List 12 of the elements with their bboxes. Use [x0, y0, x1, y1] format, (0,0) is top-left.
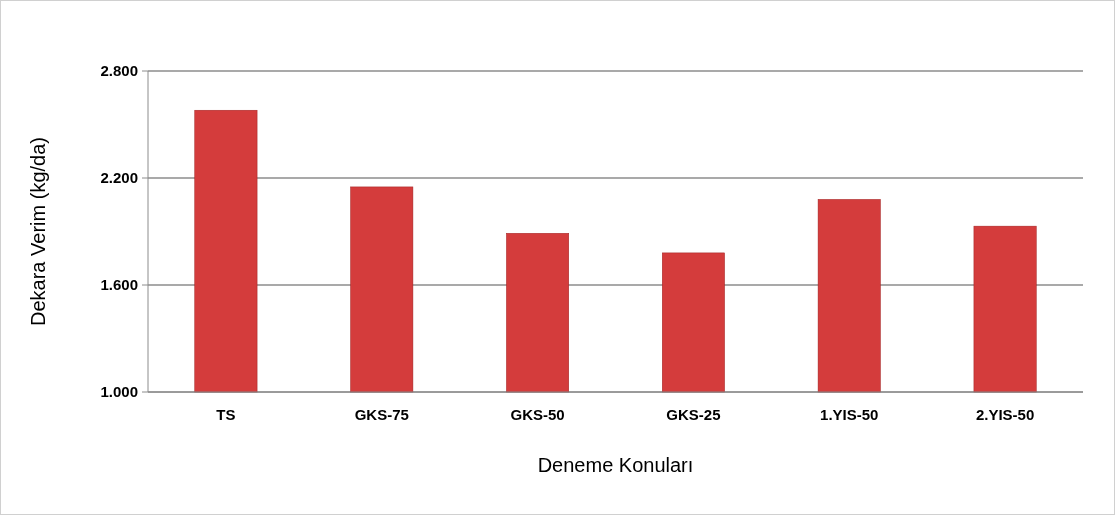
- x-axis-title: Deneme Konuları: [537, 454, 694, 476]
- y-axis-title: Dekara Verim (kg/da): [27, 137, 49, 326]
- x-tick-label: GKS-25: [666, 406, 721, 423]
- y-tick-label: 1.600: [100, 276, 138, 294]
- x-tick-label: 1.YIS-50: [820, 406, 879, 423]
- x-tick-label: GKS-75: [354, 406, 409, 423]
- y-tick-label: 2.200: [100, 169, 138, 187]
- x-tick-label: GKS-50: [510, 406, 565, 423]
- x-tick-label: TS: [216, 406, 236, 423]
- y-tick-label: 2.800: [100, 62, 138, 80]
- x-tick-label: 2.YIS-50: [975, 406, 1035, 423]
- y-tick-label: 1.000: [100, 383, 138, 401]
